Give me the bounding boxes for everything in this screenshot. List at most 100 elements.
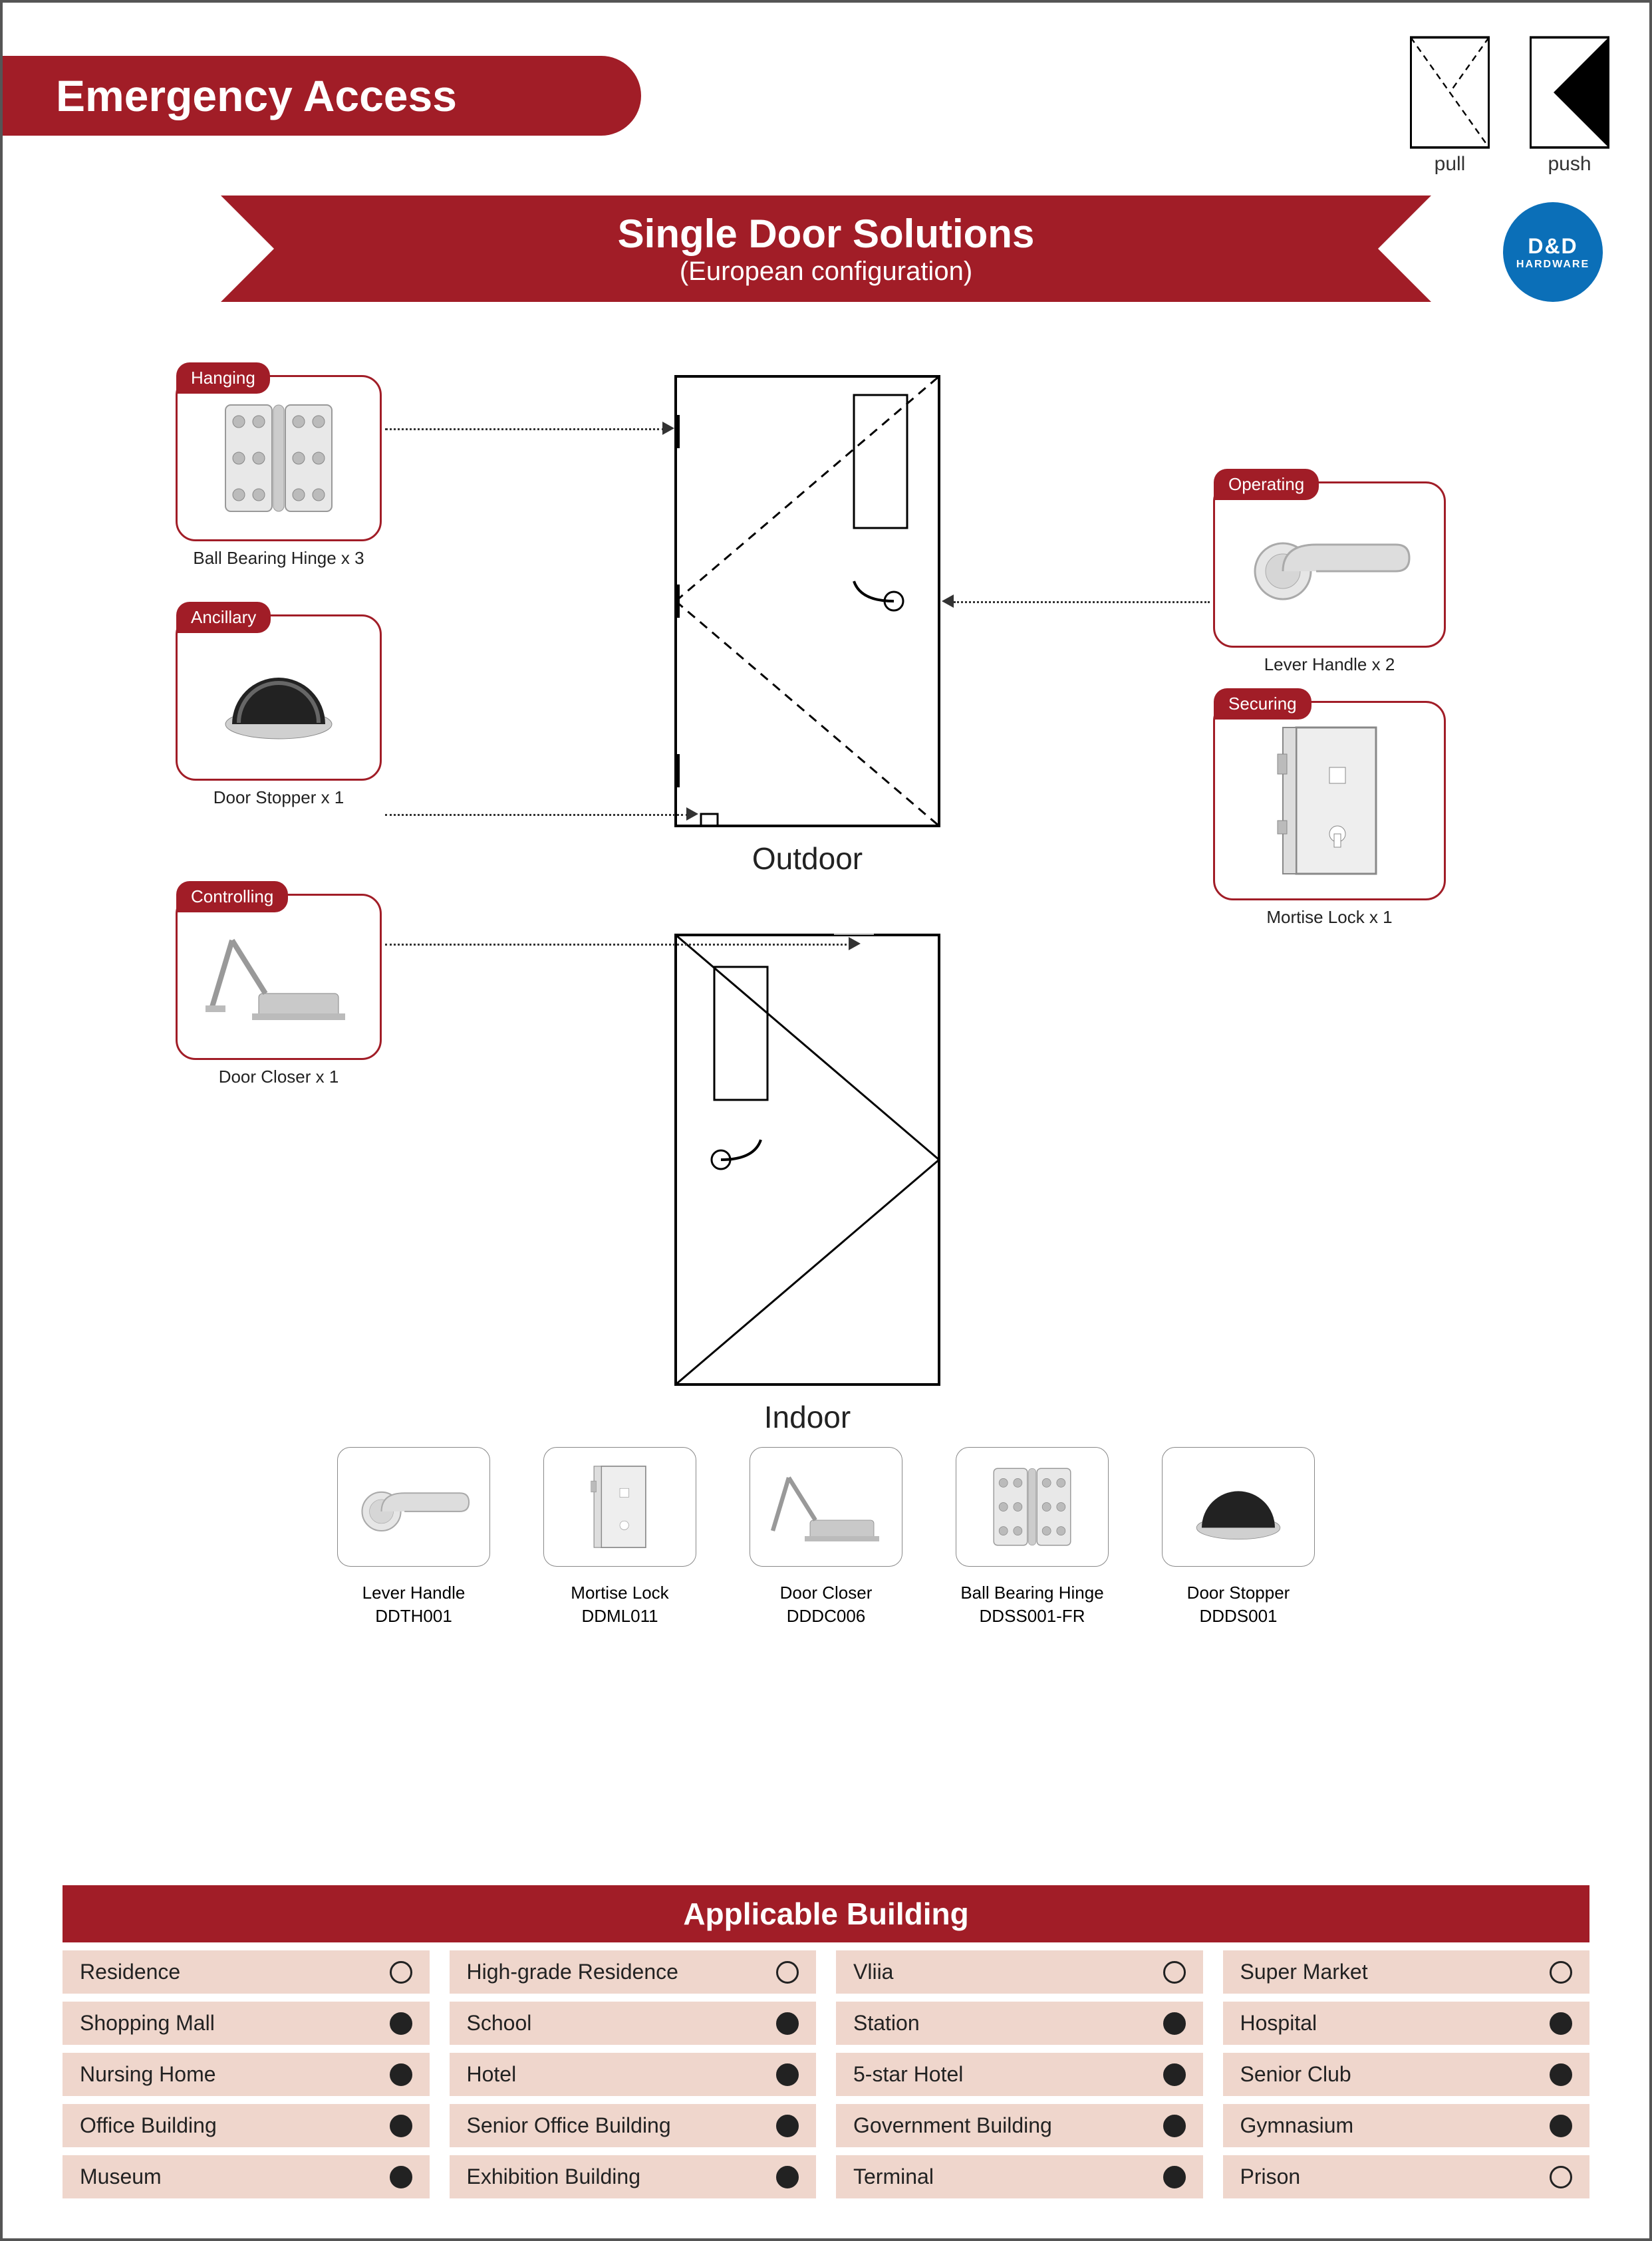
push-icon-box: push: [1530, 36, 1609, 176]
building-cell: Residence: [63, 1950, 430, 1994]
building-label: Museum: [80, 2165, 162, 2189]
door-push-icon: [1530, 36, 1609, 149]
status-dot: [390, 2115, 412, 2137]
door-outdoor: [674, 375, 940, 827]
building-cell: School: [450, 2002, 817, 2045]
thumb-code: DDTH001: [375, 1606, 452, 1627]
building-cell: Station: [836, 2002, 1203, 2045]
thumb-door-stopper: Door Stopper DDDS001: [1155, 1447, 1321, 1627]
status-dot: [1550, 2063, 1572, 2086]
building-label: Residence: [80, 1960, 180, 1984]
status-dot: [1550, 1961, 1572, 1984]
thumb-hinge: Ball Bearing Hinge DDSS001-FR: [949, 1447, 1115, 1627]
building-label: Government Building: [853, 2113, 1052, 2138]
building-label: 5-star Hotel: [853, 2062, 963, 2087]
status-dot: [776, 2115, 799, 2137]
status-dot: [1163, 2166, 1186, 2188]
connector-hanging: [385, 428, 664, 430]
component-securing: Securing Mortise Lock x 1: [1213, 701, 1446, 900]
status-dot: [1163, 2063, 1186, 2086]
building-cell: High-grade Residence: [450, 1950, 817, 1994]
door-closer-icon: [766, 1467, 886, 1547]
building-label: Vliia: [853, 1960, 893, 1984]
thumb-code: DDDC006: [787, 1606, 866, 1627]
caption-hanging: Ball Bearing Hinge x 3: [178, 548, 380, 569]
product-thumbs: Lever Handle DDTH001 Mortise Lock DDML01…: [3, 1447, 1649, 1627]
building-cell: Senior Club: [1223, 2053, 1590, 2096]
building-cell: Terminal: [836, 2155, 1203, 2198]
caption-ancillary: Door Stopper x 1: [178, 787, 380, 808]
building-cell: Government Building: [836, 2104, 1203, 2147]
component-ancillary: Ancillary Door Stopper x 1: [176, 614, 382, 781]
status-dot: [1550, 2115, 1572, 2137]
thumb-lever-handle: Lever Handle DDTH001: [331, 1447, 497, 1627]
status-dot: [1163, 1961, 1186, 1984]
building-cell: Nursing Home: [63, 2053, 430, 2096]
building-cell: Senior Office Building: [450, 2104, 817, 2147]
applicable-building-table: Applicable Building Residence High-grade …: [63, 1885, 1589, 2198]
status-dot: [1550, 2012, 1572, 2035]
building-label: Super Market: [1240, 1960, 1368, 1984]
thumb-code: DDSS001-FR: [980, 1606, 1085, 1627]
hinge-icon: [219, 398, 339, 518]
building-cell: Prison: [1223, 2155, 1590, 2198]
tag-controlling: Controlling: [176, 881, 288, 912]
status-dot: [390, 1961, 412, 1984]
status-dot: [776, 2063, 799, 2086]
building-cell: Vliia: [836, 1950, 1203, 1994]
ribbon: Single Door Solutions (European configur…: [221, 196, 1431, 302]
building-label: Exhibition Building: [467, 2165, 641, 2189]
tag-operating: Operating: [1214, 469, 1319, 500]
thumb-name: Lever Handle: [362, 1583, 466, 1603]
building-cell: Gymnasium: [1223, 2104, 1590, 2147]
status-dot: [1163, 2115, 1186, 2137]
connector-controlling: [385, 944, 851, 946]
push-label: push: [1548, 153, 1591, 176]
logo-sub: HARDWARE: [1503, 259, 1603, 271]
status-dot: [776, 2012, 799, 2035]
thumb-mortise-lock: Mortise Lock DDML011: [537, 1447, 703, 1627]
status-dot: [1163, 2012, 1186, 2035]
ribbon-wrap: Single Door Solutions (European configur…: [3, 196, 1649, 302]
door-stopper-icon: [1185, 1470, 1292, 1543]
building-label: Terminal: [853, 2165, 934, 2189]
arrow-controlling: [849, 937, 861, 950]
status-dot: [390, 2063, 412, 2086]
thumb-door-closer: Door Closer DDDC006: [743, 1447, 909, 1627]
logo-top: D&D: [1503, 234, 1603, 259]
outdoor-label: Outdoor: [674, 841, 940, 876]
arrow-operating: [942, 594, 954, 608]
mortise-lock-icon: [1270, 721, 1389, 880]
caption-securing: Mortise Lock x 1: [1215, 907, 1444, 928]
building-label: Shopping Mall: [80, 2011, 215, 2036]
ribbon-subtitle: (European configuration): [221, 257, 1431, 287]
building-cell: Shopping Mall: [63, 2002, 430, 2045]
status-dot: [1550, 2166, 1572, 2188]
arrow-ancillary: [686, 807, 698, 821]
lever-handle-icon: [1243, 518, 1416, 611]
building-cell: 5-star Hotel: [836, 2053, 1203, 2096]
mortise-lock-icon: [587, 1457, 653, 1557]
building-cell: Super Market: [1223, 1950, 1590, 1994]
ribbon-title: Single Door Solutions: [221, 211, 1431, 257]
page: Emergency Access pull push Single Door S…: [0, 0, 1652, 2241]
hinge-icon: [989, 1460, 1075, 1553]
connector-operating: [954, 601, 1210, 603]
diagram-area: Outdoor Indoor Hanging: [3, 348, 1649, 1560]
building-label: Gymnasium: [1240, 2113, 1354, 2138]
thumb-code: DDML011: [581, 1606, 658, 1627]
indoor-label: Indoor: [674, 1399, 940, 1435]
tag-ancillary: Ancillary: [176, 602, 271, 633]
door-closer-icon: [206, 927, 352, 1027]
component-operating: Operating Lever Handle x 2: [1213, 481, 1446, 648]
lever-handle-icon: [354, 1474, 474, 1540]
building-grid: Residence High-grade Residence Vliia Super …: [63, 1950, 1589, 2198]
logo-badge: D&D HARDWARE: [1503, 202, 1603, 302]
building-label: Office Building: [80, 2113, 217, 2138]
building-label: High-grade Residence: [467, 1960, 678, 1984]
building-label: School: [467, 2011, 532, 2036]
table-title: Applicable Building: [63, 1885, 1589, 1942]
door-pull-icon: [1410, 36, 1490, 149]
status-dot: [390, 2012, 412, 2035]
building-label: Nursing Home: [80, 2062, 216, 2087]
